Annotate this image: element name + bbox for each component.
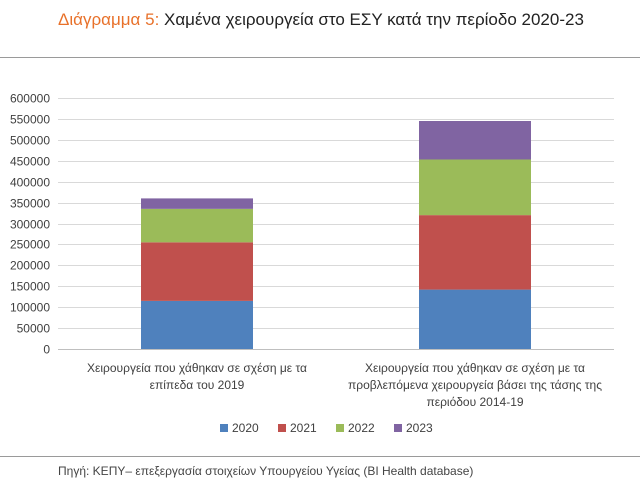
legend-label: 2020 <box>232 421 259 435</box>
stacked-bar-chart: 0 50000 100000 150000 200000 250000 300000 3500… <box>10 92 614 435</box>
x-category-label: Χειρουργεία που χάθηκαν σε σχέση με τα <box>365 361 585 375</box>
source-note: Πηγή: ΚΕΠΥ– επεξεργασία στοιχείων Υπουργ… <box>58 464 474 478</box>
legend-swatch-2022 <box>336 424 344 432</box>
y-tick-label: 100000 <box>10 301 50 315</box>
bottom-divider <box>0 456 640 457</box>
figure-title: Διάγραμμα 5: Χαμένα χειρουργεία στο ΕΣΥ … <box>58 10 584 30</box>
legend-label: 2023 <box>406 421 433 435</box>
bar-segment-2022 <box>141 208 253 243</box>
figure-title-text: Χαμένα χειρουργεία στο ΕΣΥ κατά την περί… <box>159 10 584 29</box>
top-divider <box>0 57 640 58</box>
x-category-label: περιόδου 2014-19 <box>426 395 523 409</box>
legend-swatch-2020 <box>220 424 228 432</box>
y-tick-label: 250000 <box>10 238 50 252</box>
figure-label: Διάγραμμα 5 <box>58 10 155 29</box>
bar-segment-2020 <box>419 289 531 349</box>
y-tick-label: 600000 <box>10 92 50 106</box>
legend-label: 2022 <box>348 421 375 435</box>
y-tick-label: 350000 <box>10 197 50 211</box>
legend-swatch-2021 <box>278 424 286 432</box>
y-tick-label: 550000 <box>10 113 50 127</box>
bar-segment-2020 <box>141 300 253 349</box>
y-tick-label: 450000 <box>10 155 50 169</box>
x-category-label: Χειρουργεία που χάθηκαν σε σχέση με τα <box>87 361 307 375</box>
y-tick-label: 0 <box>43 343 50 357</box>
bar-segment-2022 <box>419 159 531 216</box>
legend-label: 2021 <box>290 421 317 435</box>
bar-segment-2023 <box>141 198 253 209</box>
y-tick-label: 500000 <box>10 134 50 148</box>
bar-segment-2023 <box>419 121 531 160</box>
y-tick-label: 50000 <box>17 322 51 336</box>
legend-swatch-2023 <box>394 424 402 432</box>
bar-segment-2021 <box>419 215 531 290</box>
y-tick-label: 300000 <box>10 218 50 232</box>
bar-segment-2021 <box>141 242 253 301</box>
x-category-label: προβλεπόμενα χειρουργεία βάσει της τάσης… <box>348 378 602 392</box>
figure-colon: : <box>154 10 160 29</box>
x-category-label: επίπεδα του 2019 <box>150 378 245 392</box>
y-tick-label: 200000 <box>10 259 50 273</box>
y-tick-label: 150000 <box>10 280 50 294</box>
y-tick-label: 400000 <box>10 176 50 190</box>
